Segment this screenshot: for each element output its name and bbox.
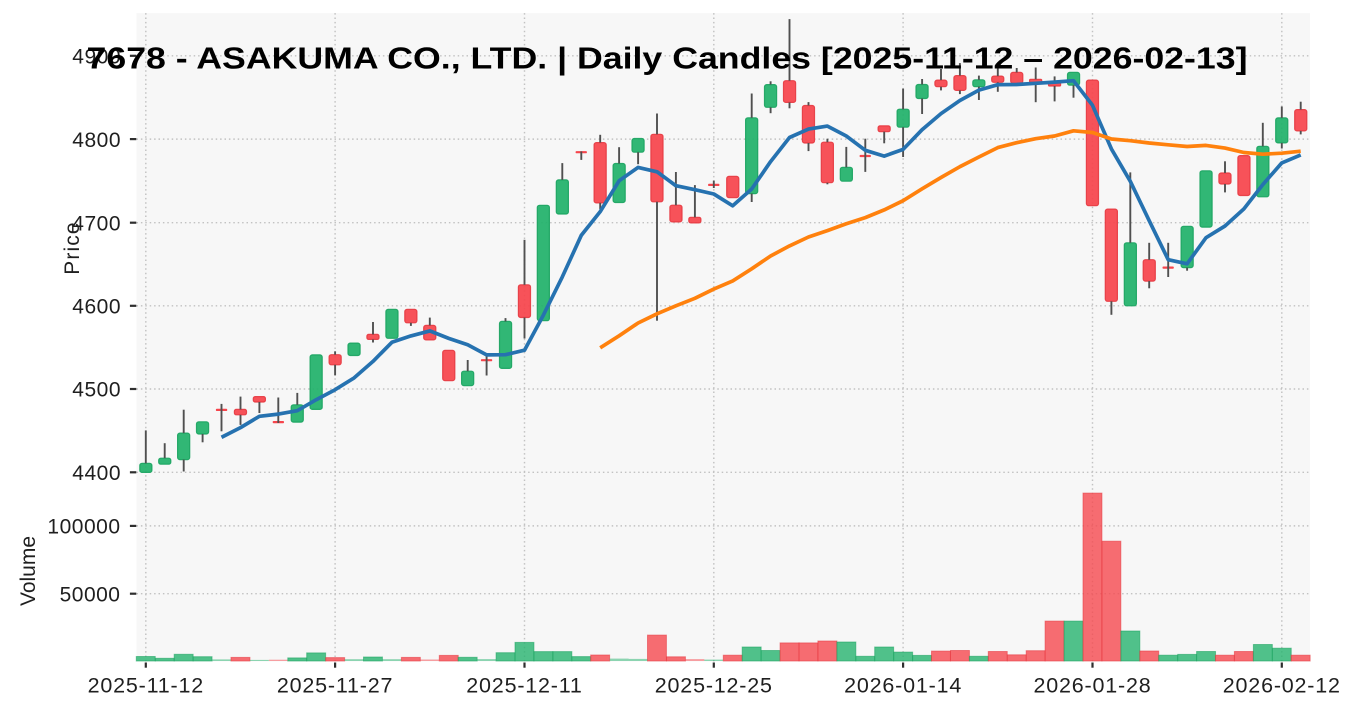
svg-text:2025-11-27: 2025-11-27: [277, 674, 393, 698]
svg-text:4500: 4500: [72, 379, 121, 402]
svg-text:4900: 4900: [72, 46, 121, 69]
svg-text:4400: 4400: [72, 462, 121, 485]
svg-text:4600: 4600: [72, 296, 121, 319]
svg-text:2025-12-11: 2025-12-11: [466, 674, 582, 698]
svg-text:Price: Price: [61, 221, 84, 274]
svg-text:Volume: Volume: [17, 536, 40, 606]
svg-text:50000: 50000: [60, 583, 121, 606]
svg-text:2026-02-12: 2026-02-12: [1223, 674, 1341, 698]
svg-text:2025-12-25: 2025-12-25: [655, 674, 773, 698]
svg-text:7678 - ASAKUMA CO., LTD. | Dai: 7678 - ASAKUMA CO., LTD. | Daily Candles…: [87, 41, 1248, 75]
svg-text:2025-11-12: 2025-11-12: [88, 674, 204, 698]
svg-text:100000: 100000: [47, 516, 120, 539]
svg-text:4800: 4800: [72, 129, 121, 152]
svg-text:4700: 4700: [72, 212, 121, 235]
svg-text:2026-01-14: 2026-01-14: [844, 674, 962, 698]
svg-text:2026-01-28: 2026-01-28: [1034, 674, 1152, 698]
